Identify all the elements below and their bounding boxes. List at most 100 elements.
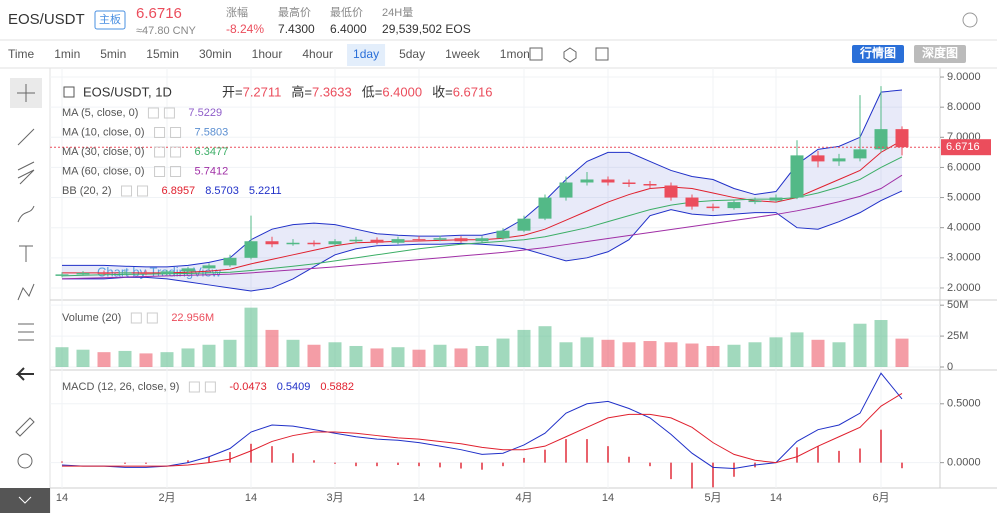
legend-icon[interactable] xyxy=(130,312,142,324)
view-button[interactable] xyxy=(914,45,966,63)
candle-body xyxy=(160,271,174,274)
indicator-line xyxy=(62,89,903,268)
interval-button[interactable]: 1week xyxy=(445,47,481,61)
interval-label: 1hour xyxy=(252,47,283,61)
line-tool[interactable] xyxy=(17,128,35,146)
zoom-tool[interactable] xyxy=(17,453,33,469)
stat-name: 最低价 xyxy=(330,6,363,19)
macd-histogram xyxy=(502,462,504,467)
interval-label: 4hour xyxy=(302,47,333,61)
candle-body xyxy=(496,230,510,239)
y-tick-label: 0.0000 xyxy=(947,457,981,469)
volume-bar xyxy=(748,342,762,367)
y-tick-label: 5.0000 xyxy=(947,191,981,203)
measure-tool[interactable] xyxy=(18,323,34,341)
interval-button[interactable]: 1day xyxy=(347,44,386,66)
pattern-tool[interactable] xyxy=(17,283,35,301)
crosshair-tool[interactable] xyxy=(17,84,35,102)
legend-icon[interactable] xyxy=(204,381,216,393)
volume-bar xyxy=(76,349,90,367)
candle-body xyxy=(790,155,804,198)
legend-icon[interactable] xyxy=(147,107,159,119)
interval-button[interactable]: 30min xyxy=(199,47,232,61)
interval-label: 1min xyxy=(54,47,80,61)
legend-toggle[interactable] xyxy=(63,86,75,98)
toolbar-icon[interactable] xyxy=(529,47,543,61)
interval-button[interactable]: 5min xyxy=(100,47,126,61)
interval-button[interactable]: Time xyxy=(8,47,35,61)
legend-icon[interactable] xyxy=(170,166,182,177)
indicator-name: MA (60, close, 0) xyxy=(62,165,145,177)
cny-price: ≈47.80 CNY xyxy=(136,25,197,37)
legend-icon[interactable] xyxy=(154,127,166,138)
brush-tool[interactable] xyxy=(17,205,35,223)
stat-name: 24H量 xyxy=(382,6,413,19)
macd-histogram xyxy=(397,462,399,465)
volume-bar xyxy=(244,307,258,367)
candle-body xyxy=(391,239,405,243)
volume-bar xyxy=(349,345,363,367)
macd-histogram xyxy=(733,462,735,477)
volume-bar xyxy=(874,320,888,367)
candle-body xyxy=(475,238,489,242)
candle-body xyxy=(244,241,258,258)
macd-histogram xyxy=(145,462,147,464)
interval-button[interactable]: 1min xyxy=(54,47,80,61)
volume-bar xyxy=(601,339,615,367)
volume-bar xyxy=(559,342,573,367)
indicator-value: 0.5882 xyxy=(320,381,354,393)
indicator-line xyxy=(62,190,903,292)
interval-label: 5min xyxy=(100,47,126,61)
legend-icon[interactable] xyxy=(137,185,149,197)
volume-bar xyxy=(412,349,426,367)
interval-button[interactable]: 4hour xyxy=(302,47,333,61)
interval-button[interactable]: 1hour xyxy=(252,47,283,61)
back-tool[interactable] xyxy=(15,367,34,381)
macd-histogram xyxy=(313,460,315,463)
toolbar-icon[interactable] xyxy=(563,47,577,63)
macd-histogram xyxy=(439,462,441,468)
interval-label: 30min xyxy=(199,47,232,61)
interval-button[interactable]: 5day xyxy=(399,47,425,61)
macd-histogram xyxy=(229,452,231,463)
settings-icon[interactable] xyxy=(962,12,978,28)
interval-label: 1mon xyxy=(500,47,530,61)
candle-body xyxy=(349,239,363,242)
candle-body xyxy=(580,179,594,183)
candle-body xyxy=(517,218,531,231)
x-tick-label: 14 xyxy=(770,492,782,504)
left-toolbar xyxy=(0,78,50,513)
signal-line xyxy=(62,392,903,467)
legend-icon[interactable] xyxy=(154,146,166,158)
indicator-value: 5.2211 xyxy=(249,185,282,197)
candle-body xyxy=(811,155,825,162)
indicator-value: 5.7412 xyxy=(195,165,229,177)
volume-bar xyxy=(706,345,720,367)
legend-icon[interactable] xyxy=(170,127,182,138)
candle-body xyxy=(181,268,195,272)
macd-histogram xyxy=(355,462,357,467)
interval-label: 1day xyxy=(353,47,379,61)
legend-icon[interactable] xyxy=(170,146,182,158)
ruler-tool[interactable] xyxy=(15,417,35,437)
legend-icon[interactable] xyxy=(154,166,166,177)
legend-icon[interactable] xyxy=(188,381,200,393)
candle-body xyxy=(685,197,699,207)
view-button[interactable] xyxy=(852,45,904,63)
interval-button[interactable]: 15min xyxy=(146,47,179,61)
legend-icon[interactable] xyxy=(163,107,175,119)
collapse-button[interactable] xyxy=(0,488,50,513)
toolbar-icon[interactable] xyxy=(595,47,609,61)
volume-bar xyxy=(328,342,342,367)
text-tool[interactable] xyxy=(19,245,33,262)
indicator-value: 7.5803 xyxy=(195,126,229,138)
macd-histogram xyxy=(61,461,63,463)
interval-button[interactable]: 1mon xyxy=(500,47,530,61)
legend-icon[interactable] xyxy=(146,312,158,324)
macd-histogram xyxy=(565,439,567,463)
pair: EOS/USDT xyxy=(8,11,85,28)
legend-icon[interactable] xyxy=(121,185,133,197)
fib-tool[interactable] xyxy=(17,161,35,185)
macd-histogram xyxy=(334,462,336,464)
last-price: 6.6716 xyxy=(136,5,182,22)
